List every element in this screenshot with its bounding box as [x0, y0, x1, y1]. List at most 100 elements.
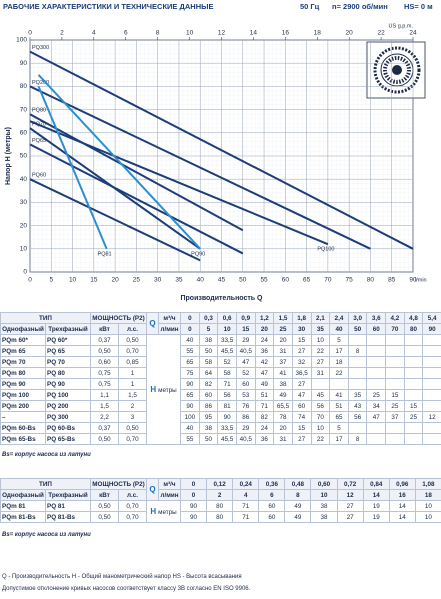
head-value	[422, 422, 441, 434]
head-value: 95	[198, 411, 219, 423]
head-value	[403, 422, 424, 434]
power-hp: 1,5	[117, 389, 148, 401]
flow-lmin: 2	[206, 489, 234, 501]
power-kw: 0,50	[90, 345, 119, 357]
table-row: PQm 200 PQ 200 1,5 2 90 86 81 76 71 65,5 60 56 51 43 3…	[0, 400, 441, 412]
table-row: PQm 70 PQ 70 0,60 0,85 65 58 52 47 42 37 32 27 18	[0, 356, 441, 368]
head-value	[385, 433, 405, 445]
x2-unit: US g.p.m.	[389, 23, 414, 29]
flow-m3h: 0,96	[388, 478, 416, 490]
head-value: 65	[180, 356, 200, 368]
head-value: 37	[273, 356, 293, 368]
head-value: 22	[310, 433, 331, 445]
head-value: 14	[388, 511, 416, 523]
head-value: 76	[235, 400, 256, 412]
head-value: 45	[310, 389, 331, 401]
flow-m3h: 0,12	[206, 478, 234, 490]
header-cell: ТИП	[0, 478, 91, 490]
flow-m3h: 4,8	[403, 312, 424, 324]
flow-m3h: 0,72	[336, 478, 364, 490]
power-kw: 0,75	[90, 367, 119, 379]
power-hp: 0,70	[117, 345, 148, 357]
head-value: 47	[291, 389, 312, 401]
power-hp: 2	[117, 400, 148, 412]
head-value	[422, 400, 441, 412]
y-tick-label: 70	[20, 106, 28, 113]
frequency: 50 Гц	[300, 2, 320, 11]
flow-lmin: 0	[180, 489, 208, 501]
x-tick-label: 5	[49, 277, 53, 284]
pump-curve	[29, 50, 414, 250]
head-value: 51	[329, 400, 349, 412]
head-value: 31	[273, 345, 293, 357]
curve-label: PQ80	[32, 108, 46, 114]
header-cell: л.с.	[117, 323, 148, 335]
power-kw: 2,2	[90, 411, 119, 423]
head-value: 47	[366, 411, 387, 423]
head-value: 58	[198, 356, 219, 368]
header-cell: м³/ч	[158, 478, 182, 490]
x2-tick-label: 18	[314, 30, 322, 37]
x2-tick-label: 24	[409, 30, 417, 37]
head-value: 71	[217, 378, 237, 390]
head-value	[422, 334, 441, 346]
model-three: PQ 80	[45, 367, 91, 379]
header-cell: Однофазный	[0, 323, 46, 335]
flow-m3h: 0	[180, 312, 200, 324]
flow-lmin: 20	[254, 323, 275, 335]
head-value: 31	[273, 433, 293, 445]
pump-curve	[29, 113, 244, 232]
head-value	[403, 378, 424, 390]
head-value	[422, 433, 441, 445]
head-value: 15	[385, 389, 405, 401]
model-single: PQm 80	[0, 367, 46, 379]
pump-curve	[29, 143, 244, 255]
head-value: 38	[198, 334, 219, 346]
head-value	[385, 356, 405, 368]
x-tick-label: 75	[346, 277, 354, 284]
power-hp: 0,70	[117, 511, 148, 523]
head-value	[310, 378, 331, 390]
head-value: 36,5	[291, 367, 312, 379]
model-single: PQm 60-Bs	[0, 422, 46, 434]
model-three: PQ 60-Bs	[45, 422, 91, 434]
x2-tick-label: 16	[282, 30, 290, 37]
flow-m3h: 5,4	[422, 312, 441, 324]
x2-tick-label: 6	[124, 30, 128, 37]
header-cell: ТИП	[0, 312, 91, 324]
flow-m3h: 0,3	[198, 312, 219, 324]
head-value: 25	[403, 411, 424, 423]
head-value: 86	[235, 411, 256, 423]
head-value	[422, 378, 441, 390]
head-value: 40,5	[235, 433, 256, 445]
x2-tick-label: 0	[28, 30, 32, 37]
flow-m3h: 1,5	[273, 312, 293, 324]
x-tick-label: 40	[197, 277, 205, 284]
head-value: 43	[347, 400, 368, 412]
head-value: 17	[329, 433, 349, 445]
head-value: 90	[180, 500, 208, 512]
power-kw: 0,37	[90, 422, 119, 434]
flow-lmin: 90	[422, 323, 441, 335]
suction-head: HS= 0 м	[404, 2, 433, 11]
head-value	[366, 422, 387, 434]
x2-tick-label: 8	[156, 30, 160, 37]
head-value: 27	[291, 345, 312, 357]
footer-tolerance: Допустимое отклонение кривых насосов соо…	[2, 586, 251, 592]
head-value: 27	[310, 356, 331, 368]
head-value: 38	[310, 500, 338, 512]
head-value	[385, 422, 405, 434]
header-cell: Q	[146, 478, 160, 501]
flow-m3h: 0,36	[258, 478, 286, 490]
model-single: PQm 100	[0, 389, 46, 401]
x-tick-label: 80	[367, 277, 375, 284]
power-kw: 0,50	[90, 500, 119, 512]
y-tick-label: 10	[20, 246, 28, 253]
head-value: 32	[291, 356, 312, 368]
head-value: 37	[385, 411, 405, 423]
head-value: 20	[273, 422, 293, 434]
head-value: 60	[258, 511, 286, 523]
head-value: 29	[235, 422, 256, 434]
x-tick-label: 50	[239, 277, 247, 284]
